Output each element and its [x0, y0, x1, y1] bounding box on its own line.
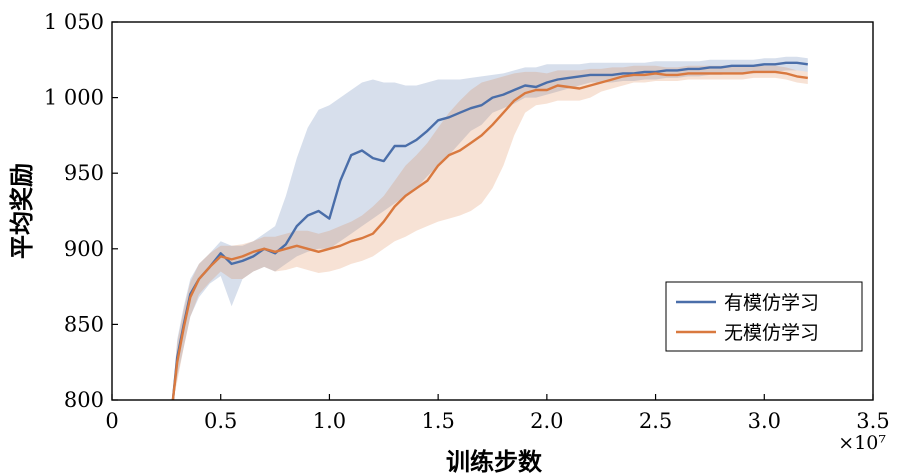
legend-label-series-2: 无模仿学习 — [724, 322, 819, 344]
series-lines — [171, 61, 808, 401]
x-tick-label: 3.0 — [748, 409, 781, 433]
legend: 有模仿学习 无模仿学习 — [665, 281, 863, 352]
legend-box — [665, 281, 863, 352]
x-tick-label: 1.5 — [421, 409, 454, 433]
plot-frame — [111, 21, 874, 401]
y-axis-title: 平均奖励 — [7, 163, 36, 259]
confidence-band-series-1 — [172, 56, 808, 401]
x-axis-scale-label: ×10⁷ — [838, 432, 886, 454]
y-tick-label: 1 050 — [44, 10, 104, 34]
x-tick-label: 2.5 — [639, 409, 672, 433]
axis-ticks: 0 0.5 1.0 1.5 2.0 2.5 3.0 3.5 800 850 900 950 1 000 1… — [44, 10, 890, 433]
legend-label-series-1: 有模仿学习 — [724, 292, 819, 314]
y-tick-label: 950 — [64, 161, 104, 185]
x-tick-label: 3.5 — [856, 409, 889, 433]
x-tick-label: 1.0 — [313, 409, 346, 433]
confidence-bands — [172, 56, 808, 401]
x-tick-label: 0 — [105, 409, 118, 433]
y-tick-label: 1 000 — [44, 86, 104, 110]
series-line-2 — [171, 70, 808, 401]
y-tick-label: 800 — [64, 388, 104, 412]
y-tick-label: 850 — [64, 312, 104, 336]
x-tick-label: 2.0 — [530, 409, 563, 433]
x-tick-label: 0.5 — [204, 409, 237, 433]
x-axis-title: 训练步数 — [446, 447, 543, 475]
y-tick-label: 900 — [64, 237, 104, 261]
confidence-band-series-2 — [172, 65, 808, 401]
